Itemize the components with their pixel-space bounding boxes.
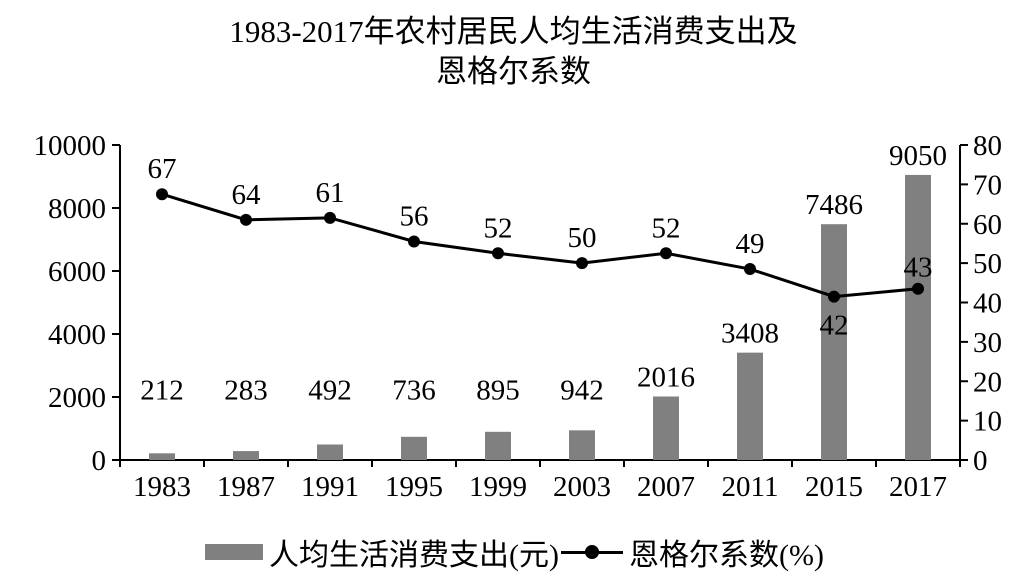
bar (737, 352, 763, 460)
bar (149, 453, 175, 460)
bar-value-label: 7486 (805, 189, 863, 221)
line-point (492, 247, 504, 260)
bar-value-label: 942 (560, 375, 604, 407)
bar (485, 431, 511, 460)
x-tick-label: 2015 (805, 471, 863, 503)
line-value-label: 42 (820, 310, 849, 342)
bar (317, 444, 343, 460)
left-tick-label: 8000 (48, 193, 106, 225)
line-point (408, 235, 420, 248)
bar-value-label: 212 (140, 375, 184, 407)
right-tick-label: 70 (973, 169, 1002, 201)
legend-bar-swatch (205, 544, 263, 560)
line-point (576, 257, 588, 270)
right-tick-label: 10 (973, 406, 1002, 438)
legend-line-label: 恩格尔系数(%) (628, 539, 824, 572)
x-tick-label: 1999 (469, 471, 527, 503)
line-value-label: 64 (232, 179, 262, 211)
left-tick-label: 2000 (48, 382, 106, 414)
bar-value-label: 283 (224, 375, 268, 407)
left-tick-label: 6000 (48, 256, 106, 288)
line-point (660, 247, 672, 260)
line-point (240, 213, 252, 226)
x-tick-label: 2003 (553, 471, 611, 503)
bar-value-label: 9050 (889, 140, 947, 172)
bar (401, 436, 427, 460)
right-tick-label: 0 (973, 445, 988, 477)
line-point (828, 290, 840, 303)
line-point (744, 263, 756, 276)
bar (905, 174, 931, 461)
bar-value-label: 736 (392, 375, 436, 407)
right-tick-label: 80 (973, 130, 1002, 162)
right-tick-label: 20 (973, 366, 1002, 398)
line-value-label: 49 (736, 228, 765, 260)
bar (233, 451, 259, 460)
bar-value-label: 492 (308, 375, 352, 407)
right-tick-label: 60 (973, 209, 1002, 241)
right-tick-label: 30 (973, 327, 1002, 359)
right-tick-label: 40 (973, 288, 1002, 320)
line-value-label: 43 (904, 252, 933, 284)
x-tick-label: 1987 (217, 471, 275, 503)
bar (569, 430, 595, 460)
line-point (156, 188, 168, 201)
x-tick-label: 2007 (637, 471, 695, 503)
line-value-label: 52 (652, 212, 681, 244)
bar-value-label: 3408 (721, 318, 779, 350)
left-tick-label: 10000 (34, 130, 107, 162)
x-tick-label: 1991 (301, 471, 359, 503)
legend: 人均生活消费支出(元) 恩格尔系数(%) (205, 532, 824, 572)
line-value-label: 50 (568, 222, 597, 254)
line-value-label: 56 (400, 200, 429, 232)
left-tick-label: 4000 (48, 319, 106, 351)
right-tick-label: 50 (973, 248, 1002, 280)
line-value-label: 61 (316, 177, 345, 209)
legend-line-swatch (560, 544, 623, 560)
line-point (324, 211, 336, 224)
x-tick-label: 1995 (385, 471, 443, 503)
bar-value-label: 2016 (637, 361, 695, 393)
x-tick-label: 1983 (133, 471, 191, 503)
bar (821, 224, 847, 460)
line-value-label: 52 (484, 212, 513, 244)
chart-title-line-1: 1983-2017年农村居民人均生活消费支出及 (229, 14, 798, 49)
x-tick-label: 2011 (722, 471, 779, 503)
engel-line (161, 192, 919, 299)
legend-bar-label: 人均生活消费支出(元) (269, 539, 559, 572)
left-tick-label: 0 (92, 445, 107, 477)
bar-value-label: 895 (476, 375, 520, 407)
bar (653, 396, 679, 460)
line-value-label: 67 (148, 153, 177, 185)
line-point (912, 282, 924, 295)
chart-title-line-2: 恩格尔系数 (436, 54, 591, 89)
x-tick-label: 2017 (889, 471, 947, 503)
